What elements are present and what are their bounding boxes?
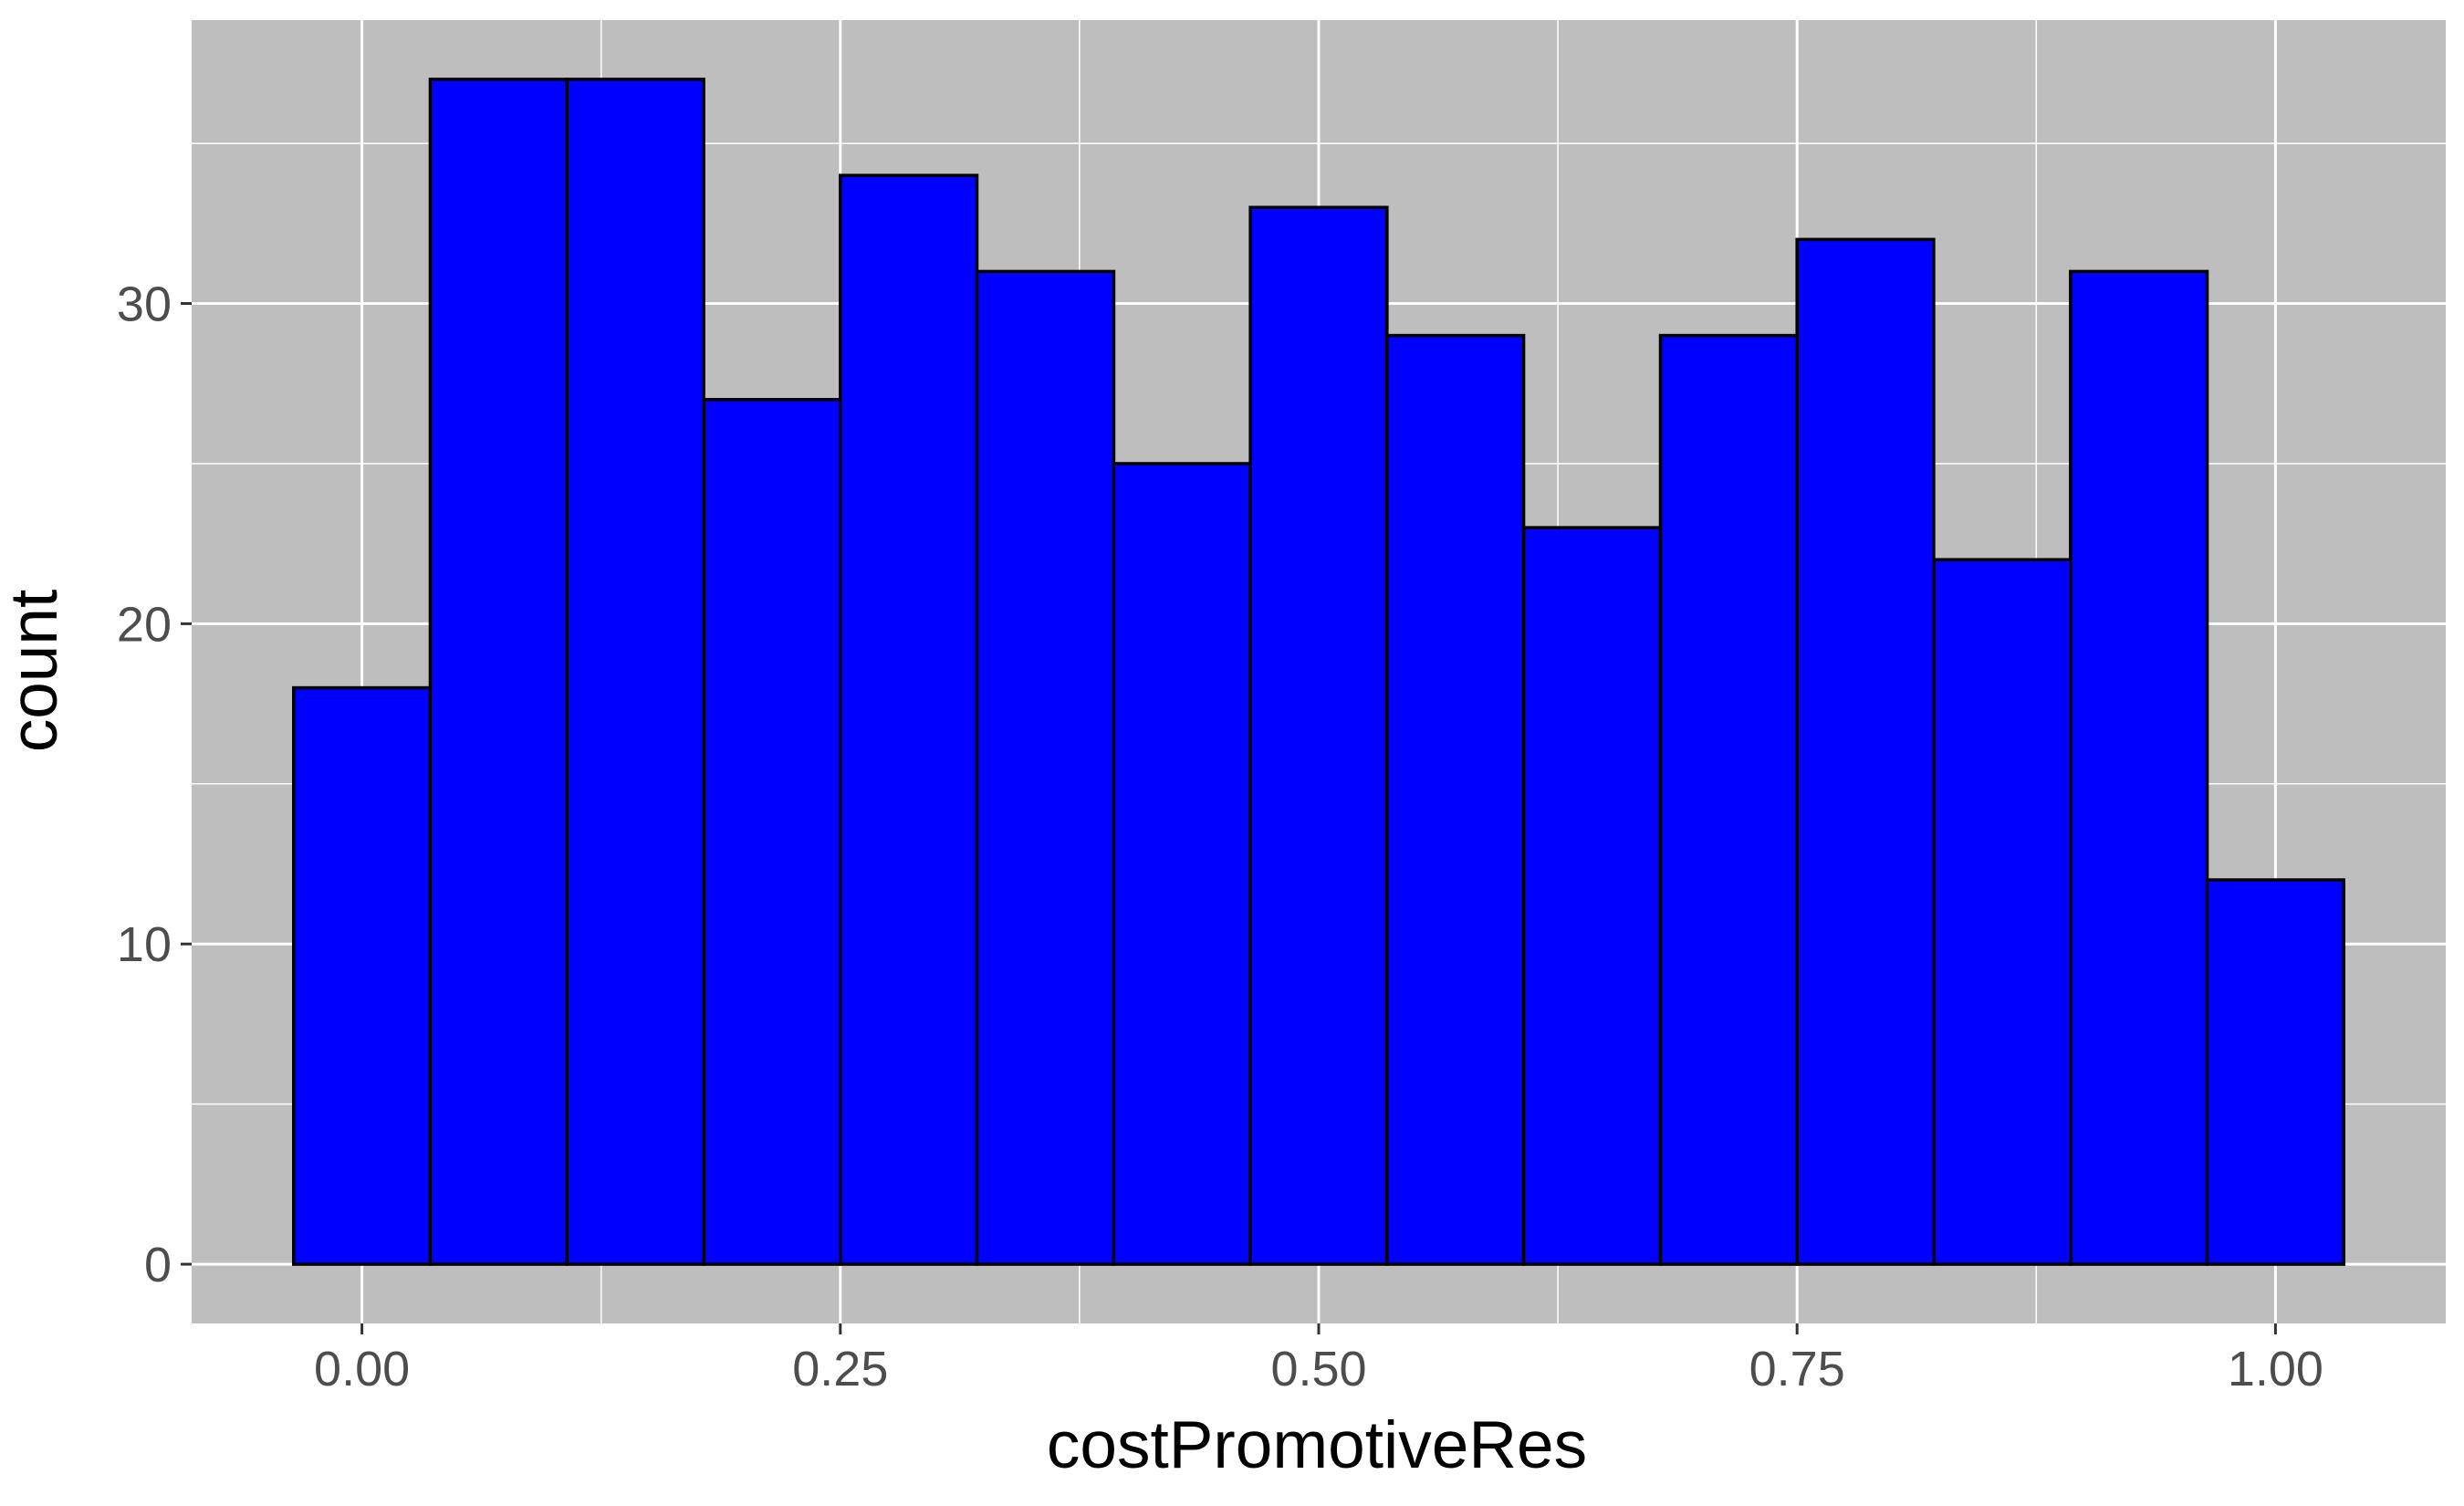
x-axis-title: costPromotiveRes	[1047, 1408, 1587, 1482]
histogram-bar-13	[1932, 558, 2072, 1266]
y-axis-ticks: 0 10 20 30	[117, 277, 192, 1292]
histogram-bar-15	[2205, 878, 2345, 1266]
histogram-bar-9	[1385, 333, 1526, 1266]
histogram-bar-7	[1112, 462, 1252, 1266]
x-axis-ticks: 0.00 0.25 0.50 0.75 1.00	[314, 1323, 2323, 1396]
x-tick-label: 0.25	[792, 1342, 888, 1396]
histogram-bars	[292, 78, 2345, 1266]
y-tick-label: 20	[117, 597, 172, 652]
histogram-bar-5	[839, 173, 979, 1266]
y-tick-label: 0	[144, 1238, 172, 1292]
histogram-bar-3	[565, 78, 705, 1266]
histogram-bar-14	[2069, 269, 2209, 1266]
histogram-bar-12	[1795, 237, 1936, 1266]
y-axis-title: count	[0, 590, 71, 753]
histogram-bar-2	[428, 78, 569, 1266]
histogram-bar-6	[975, 269, 1116, 1266]
x-tick-label: 1.00	[2228, 1342, 2323, 1396]
histogram-bar-1	[292, 685, 433, 1266]
y-tick-label: 10	[117, 917, 172, 972]
histogram-bar-8	[1248, 205, 1389, 1266]
histogram-bar-11	[1658, 333, 1799, 1266]
x-tick-label: 0.00	[314, 1342, 410, 1396]
x-tick-label: 0.75	[1749, 1342, 1845, 1396]
y-tick-label: 30	[117, 277, 172, 332]
histogram-bar-10	[1521, 526, 1663, 1266]
histogram-bar-4	[702, 398, 842, 1266]
x-tick-label: 0.50	[1270, 1342, 1366, 1396]
